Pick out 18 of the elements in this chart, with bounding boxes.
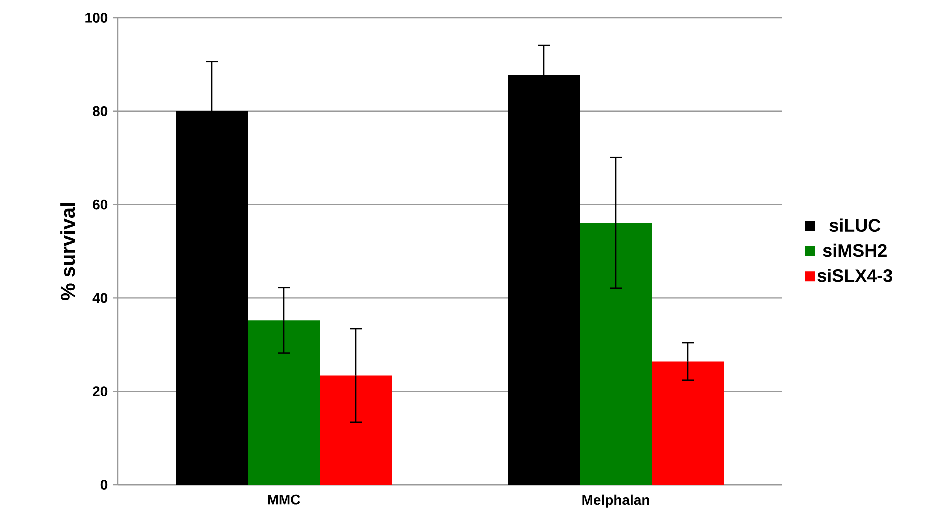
bar <box>176 111 248 485</box>
y-axis-title: % survival <box>60 203 76 300</box>
bar <box>652 362 724 485</box>
y-tick-label: 60 <box>93 200 108 210</box>
y-tick-label: 80 <box>93 106 108 116</box>
bar <box>248 320 320 485</box>
x-tick-label: MMC <box>268 494 300 505</box>
legend-label: siSLX4-3 <box>818 269 892 282</box>
x-tick-label: Melphalan <box>582 494 650 508</box>
bar <box>508 75 580 485</box>
y-tick-label: 40 <box>92 293 108 304</box>
y-tick-label: 0 <box>100 480 108 490</box>
bar <box>320 376 392 485</box>
legend-label: siMSH2 <box>823 244 887 258</box>
y-tick-label: 100 <box>86 13 108 23</box>
y-tick-label: 20 <box>93 386 108 397</box>
bar <box>580 223 652 485</box>
legend-label: siLUC <box>830 218 881 232</box>
